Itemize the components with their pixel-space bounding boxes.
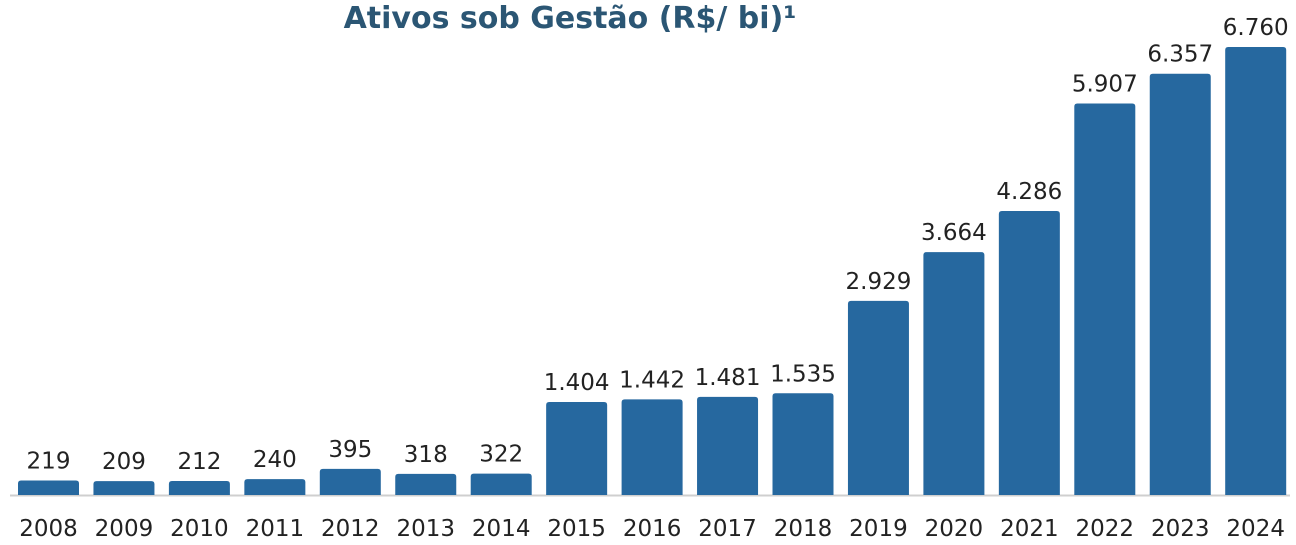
bar bbox=[546, 401, 608, 495]
x-tick-label: 2021 bbox=[1000, 516, 1059, 542]
bar bbox=[772, 393, 834, 495]
x-tick-label: 2012 bbox=[321, 516, 380, 542]
bar bbox=[1074, 103, 1136, 495]
bar bbox=[1225, 47, 1287, 495]
x-tick-label: 2019 bbox=[849, 516, 908, 542]
value-label: 212 bbox=[177, 449, 221, 475]
value-label: 4.286 bbox=[996, 179, 1062, 205]
x-tick-label: 2023 bbox=[1151, 516, 1210, 542]
value-label: 2.929 bbox=[846, 269, 912, 295]
bar bbox=[18, 480, 79, 495]
x-tick-label: 2024 bbox=[1226, 516, 1285, 542]
x-tick-label: 2022 bbox=[1076, 516, 1135, 542]
x-tick-label: 2014 bbox=[472, 516, 531, 542]
value-label: 3.664 bbox=[921, 220, 987, 246]
value-label: 6.760 bbox=[1223, 15, 1289, 41]
x-tick-label: 2013 bbox=[396, 516, 455, 542]
bar bbox=[697, 396, 759, 495]
x-tick-label: 2010 bbox=[170, 516, 229, 542]
x-tick-label: 2011 bbox=[246, 516, 305, 542]
value-label: 209 bbox=[102, 449, 146, 475]
bar bbox=[621, 399, 683, 495]
value-label: 318 bbox=[404, 442, 448, 468]
value-label: 395 bbox=[328, 437, 372, 463]
x-tick-label: 2020 bbox=[925, 516, 984, 542]
value-label: 1.442 bbox=[619, 367, 685, 393]
x-tick-label: 2015 bbox=[547, 516, 606, 542]
value-label: 1.535 bbox=[770, 361, 836, 387]
x-tick-label: 2016 bbox=[623, 516, 682, 542]
x-tick-label: 2009 bbox=[95, 516, 154, 542]
bar bbox=[847, 300, 909, 495]
value-label: 6.357 bbox=[1147, 42, 1213, 68]
value-label: 1.481 bbox=[695, 365, 761, 391]
bar bbox=[395, 473, 457, 495]
value-label: 219 bbox=[27, 448, 71, 474]
x-tick-label: 2017 bbox=[698, 516, 757, 542]
bar bbox=[168, 480, 230, 495]
bar bbox=[319, 468, 381, 495]
chart-title: Ativos sob Gestão (R$/ bi)¹ bbox=[344, 1, 797, 36]
value-label: 322 bbox=[479, 442, 523, 468]
bar bbox=[470, 473, 532, 495]
x-tick-label: 2008 bbox=[19, 516, 78, 542]
bar bbox=[244, 479, 306, 495]
value-label: 240 bbox=[253, 447, 297, 473]
value-label: 5.907 bbox=[1072, 72, 1138, 98]
x-tick-label: 2018 bbox=[774, 516, 833, 542]
bar bbox=[998, 210, 1060, 495]
bar bbox=[923, 252, 985, 495]
bar bbox=[1149, 73, 1211, 495]
value-label: 1.404 bbox=[544, 370, 610, 396]
bar bbox=[93, 481, 155, 495]
